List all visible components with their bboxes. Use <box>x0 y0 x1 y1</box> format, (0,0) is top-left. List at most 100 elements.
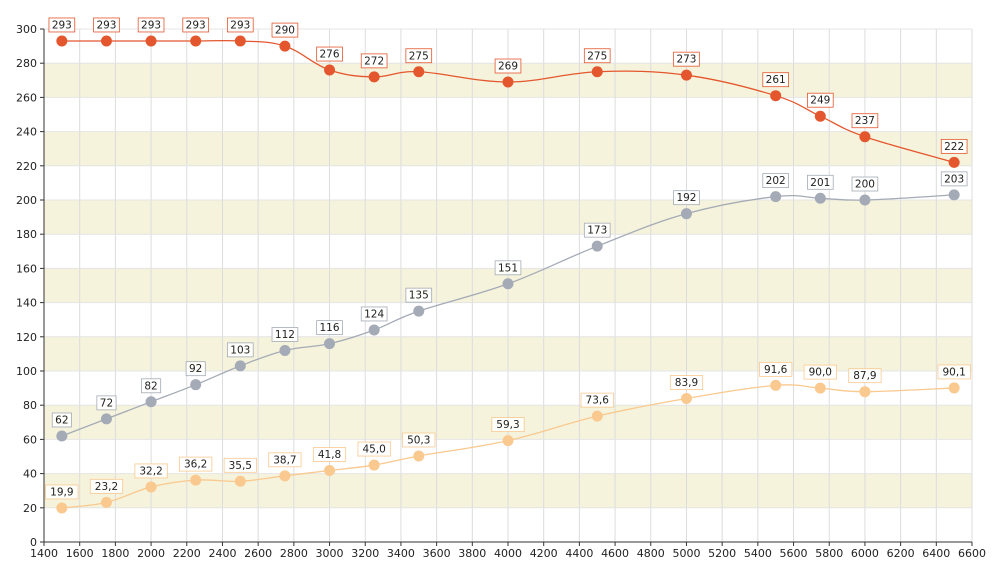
data-label-box <box>402 432 436 448</box>
data-point <box>190 35 202 47</box>
gridlines <box>43 28 973 543</box>
data-point <box>190 379 202 391</box>
x-tick-label: 5400 <box>744 547 772 560</box>
data-label-box <box>851 113 879 129</box>
data-point <box>413 305 425 317</box>
y-tick-label: 0 <box>30 536 37 549</box>
x-tick-label: 1800 <box>101 547 129 560</box>
x-tick-label: 6400 <box>922 547 950 560</box>
data-label-box <box>89 478 124 494</box>
data-label-box <box>271 327 299 342</box>
data-point <box>100 35 112 47</box>
data-label-box <box>223 457 257 473</box>
data-label-box <box>940 171 968 187</box>
data-point <box>770 191 782 203</box>
data-label-box <box>316 320 343 336</box>
x-tick-label: 4600 <box>601 547 629 560</box>
data-point <box>502 278 514 290</box>
data-point <box>100 496 112 508</box>
data-label: 275 <box>409 50 429 62</box>
x-tick-label: 3800 <box>458 547 486 560</box>
y-tick-label: 160 <box>16 262 37 275</box>
data-point <box>234 475 246 487</box>
data-label-box <box>848 368 882 384</box>
data-label: 275 <box>587 50 607 62</box>
data-label-box <box>179 456 213 472</box>
y-tick-label: 120 <box>16 331 37 344</box>
data-label-box <box>141 378 162 394</box>
x-tick-label: 4800 <box>637 547 665 560</box>
data-label: 293 <box>186 19 206 31</box>
data-point <box>814 110 826 122</box>
data-label: 87,9 <box>853 370 876 382</box>
data-label: 249 <box>810 95 830 107</box>
data-point <box>56 35 68 47</box>
x-tick-label: 5600 <box>780 547 808 560</box>
data-label: 35,5 <box>229 460 252 472</box>
x-tick-label: 6200 <box>887 547 915 560</box>
data-label: 273 <box>676 54 696 66</box>
x-tick-label: 2400 <box>208 547 236 560</box>
y-tick-label: 280 <box>16 57 37 70</box>
x-tick-label: 1600 <box>66 547 94 560</box>
data-label: 82 <box>144 380 157 392</box>
data-label: 36,2 <box>184 459 207 471</box>
data-label-box <box>51 412 72 428</box>
data-point <box>234 360 246 372</box>
data-label: 116 <box>320 322 340 334</box>
data-point <box>948 382 960 394</box>
x-tick-label: 2200 <box>173 547 201 560</box>
data-label: 45,0 <box>362 444 385 456</box>
data-point <box>368 71 380 83</box>
data-point <box>502 76 514 88</box>
data-label: 192 <box>676 192 696 204</box>
data-label: 124 <box>364 308 384 320</box>
x-tick-label: 1400 <box>30 547 58 560</box>
data-label: 103 <box>230 344 250 356</box>
axes <box>40 28 973 546</box>
y-tick-label: 300 <box>16 23 37 36</box>
data-label-box <box>762 173 789 188</box>
data-label: 41,8 <box>318 449 341 461</box>
data-label-box <box>185 361 206 377</box>
data-point <box>56 430 68 442</box>
data-point <box>145 35 157 47</box>
data-label: 261 <box>766 74 786 86</box>
data-label-box <box>182 17 209 33</box>
data-point <box>100 413 112 425</box>
data-label-box <box>807 174 834 190</box>
data-label-box <box>227 17 254 33</box>
data-label: 293 <box>141 19 161 31</box>
data-point <box>279 470 291 482</box>
data-point <box>680 393 692 405</box>
data-label: 269 <box>498 61 518 73</box>
data-label: 290 <box>275 25 295 37</box>
data-point <box>948 189 960 201</box>
data-label: 151 <box>498 262 518 274</box>
data-point <box>770 379 782 391</box>
x-tick-label: 3200 <box>351 547 379 560</box>
data-label: 293 <box>230 19 250 31</box>
data-label: 276 <box>320 49 340 61</box>
data-label-box <box>227 342 254 358</box>
data-label-box <box>316 46 343 62</box>
data-point <box>324 64 336 76</box>
data-label-box <box>268 452 302 468</box>
data-label: 203 <box>944 173 964 185</box>
data-label: 62 <box>55 414 68 426</box>
tick-labels: 1400 1600 1800 2000 2200 2400 2600 2800 3000 3200… <box>16 23 986 560</box>
data-point <box>324 338 336 350</box>
x-tick-label: 4000 <box>494 547 522 560</box>
data-label: 91,6 <box>764 364 788 376</box>
y-tick-label: 60 <box>23 433 37 446</box>
data-label: 293 <box>52 19 72 31</box>
data-point <box>859 194 871 206</box>
x-tick-label: 3600 <box>423 547 451 560</box>
data-point <box>591 240 603 252</box>
data-label-box <box>312 447 347 462</box>
data-label-box <box>405 287 433 303</box>
y-tick-label: 180 <box>16 228 37 241</box>
data-point <box>770 90 782 102</box>
